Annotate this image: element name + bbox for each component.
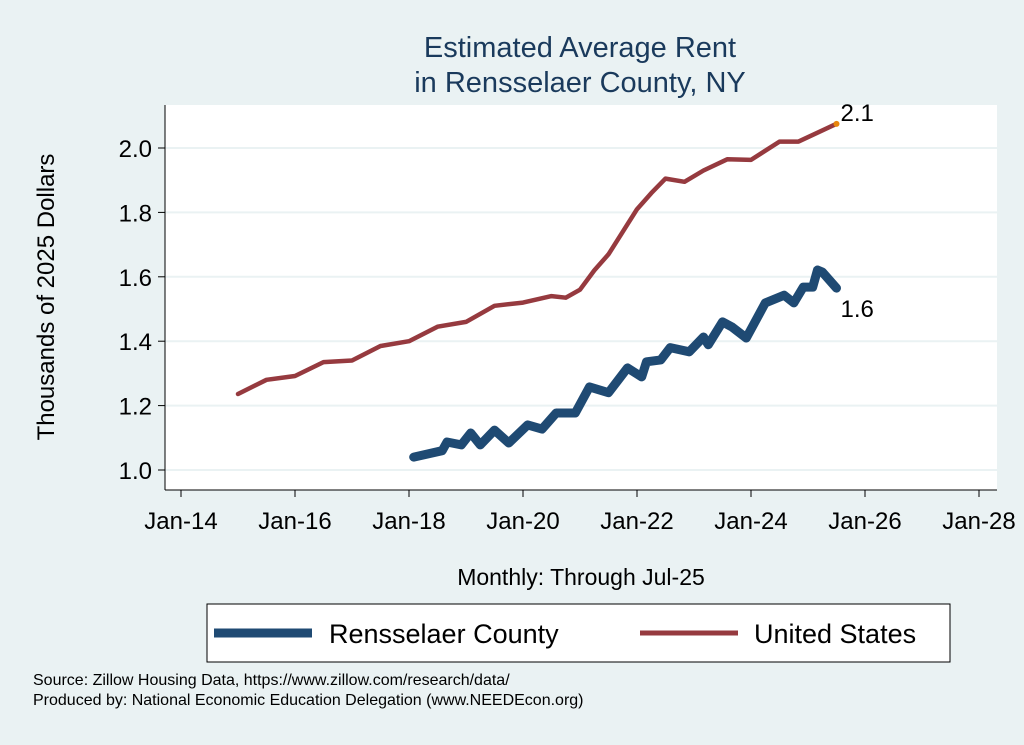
chart-title-line-1: Estimated Average Rent	[424, 32, 736, 64]
x-axis-label: Monthly: Through Jul-25	[457, 564, 705, 590]
y-tick-label: 2.0	[119, 136, 152, 163]
end-value-label: 2.1	[841, 100, 874, 127]
end-value-label: 1.6	[841, 296, 874, 323]
x-tick-label: Jan-26	[828, 508, 901, 535]
producer-note: Produced by: National Economic Education…	[33, 692, 584, 709]
y-tick-label: 1.4	[119, 329, 152, 356]
plot-area	[165, 105, 997, 490]
legend: Rensselaer County United States	[206, 603, 951, 663]
x-tick-label: Jan-28	[942, 508, 1015, 535]
y-tick-label: 1.6	[119, 265, 152, 292]
source-note: Source: Zillow Housing Data, https://www…	[33, 672, 510, 689]
x-tick-label: Jan-18	[372, 508, 445, 535]
y-axis-label: Thousands of 2025 Dollars	[33, 154, 60, 441]
y-tick-label: 1.8	[119, 200, 152, 227]
end-point-marker	[833, 120, 840, 127]
series-line-rensselaer	[409, 265, 841, 462]
x-tick-label: Jan-22	[600, 508, 673, 535]
x-tick-label: Jan-14	[144, 508, 217, 535]
series-line-united-states	[235, 121, 839, 397]
y-tick-label: 1.2	[119, 394, 152, 421]
legend-label-us: United States	[754, 619, 916, 649]
chart-title-line-2: in Rensselaer County, NY	[414, 67, 746, 99]
x-tick-label: Jan-24	[714, 508, 787, 535]
y-tick-label: 1.0	[119, 458, 152, 485]
legend-label-rensselaer: Rensselaer County	[329, 619, 559, 649]
x-tick-label: Jan-16	[258, 508, 331, 535]
x-tick-label: Jan-20	[486, 508, 559, 535]
